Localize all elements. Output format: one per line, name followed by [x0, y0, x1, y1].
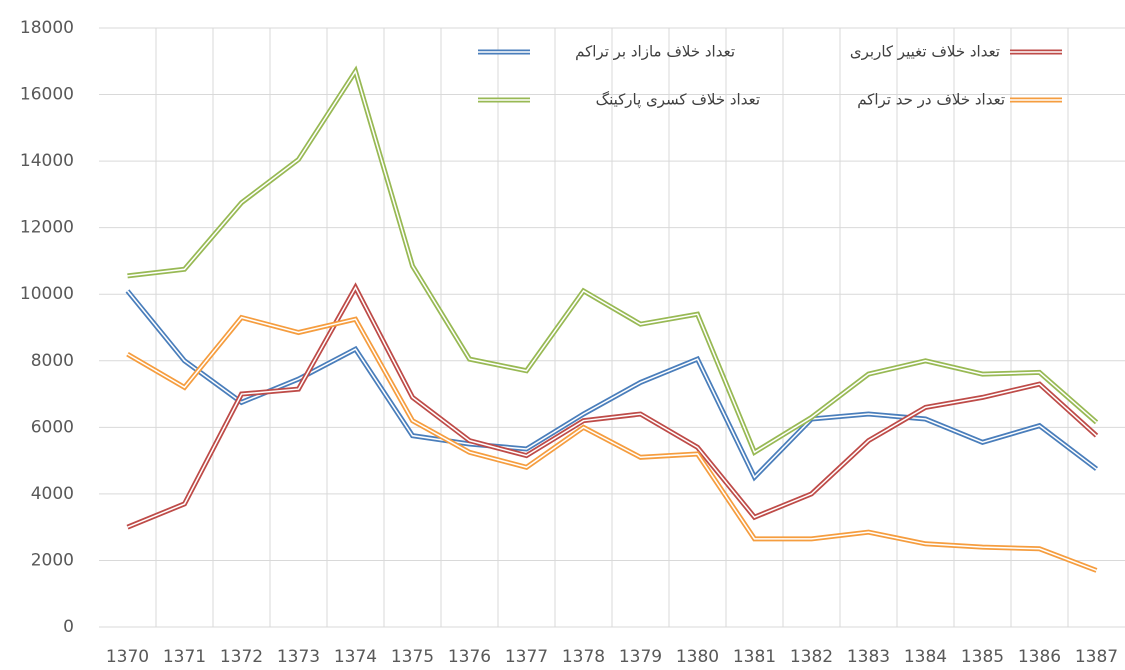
series-line-inner: [127, 285, 1098, 528]
y-tick-label: 14000: [20, 151, 74, 171]
y-tick-label: 6000: [31, 417, 74, 437]
series-line-inner: [127, 316, 1097, 572]
legend-label: تعداد خلاف تغییر کاربری: [850, 43, 1000, 61]
x-tick-label: 1378: [562, 647, 605, 667]
x-tick-label: 1379: [619, 647, 662, 667]
legend-label: تعداد خلاف مازاد بر تراکم: [575, 43, 735, 61]
x-tick-label: 1380: [676, 647, 719, 667]
x-tick-label: 1376: [448, 647, 491, 667]
x-tick-label: 1371: [163, 647, 206, 667]
x-tick-label: 1370: [106, 647, 149, 667]
y-tick-label: 8000: [31, 351, 74, 371]
y-tick-label: 10000: [20, 284, 74, 304]
x-tick-label: 1384: [904, 647, 947, 667]
x-tick-label: 1382: [790, 647, 833, 667]
y-tick-label: 18000: [20, 18, 74, 38]
series-line-inner: [127, 69, 1097, 454]
x-tick-label: 1375: [391, 647, 434, 667]
x-tick-label: 1374: [334, 647, 377, 667]
x-tick-label: 1381: [733, 647, 776, 667]
legend-label: تعداد خلاف کسری پارکینگ: [596, 91, 760, 110]
legend-label: تعداد خلاف در حد تراکم: [857, 91, 1005, 109]
y-tick-label: 2000: [31, 550, 74, 570]
x-tick-label: 1377: [505, 647, 548, 667]
x-tick-label: 1385: [961, 647, 1004, 667]
x-tick-label: 1387: [1075, 647, 1118, 667]
y-tick-label: 12000: [20, 218, 74, 238]
x-tick-label: 1383: [847, 647, 890, 667]
y-tick-label: 16000: [20, 85, 74, 105]
x-tick-label: 1386: [1018, 647, 1061, 667]
series-line-inner: [126, 290, 1097, 479]
x-tick-label: 1373: [277, 647, 320, 667]
x-tick-label: 1372: [220, 647, 263, 667]
y-tick-label: 4000: [31, 484, 74, 504]
y-tick-label: 0: [63, 617, 74, 637]
